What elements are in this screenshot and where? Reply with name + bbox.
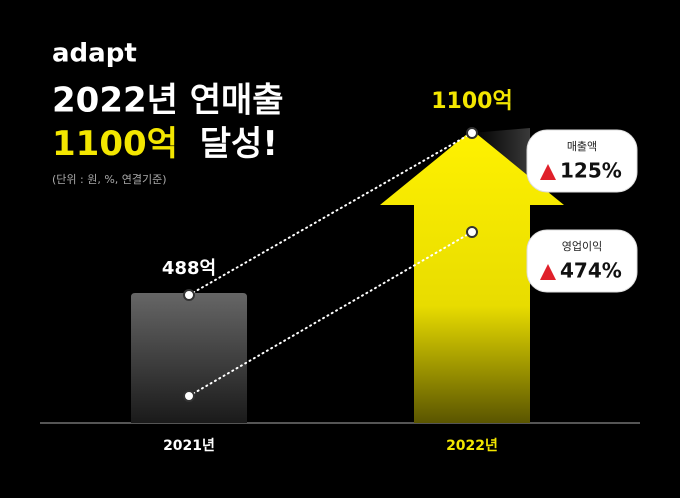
dot	[466, 127, 478, 139]
callout-value: 125%	[560, 159, 622, 183]
logo: adapt	[52, 39, 137, 69]
callout-box	[526, 129, 638, 193]
bar	[131, 293, 247, 423]
headline-rest: 달성!	[200, 124, 278, 164]
connector	[188, 132, 473, 297]
headline: 1100억 달성!	[52, 124, 278, 164]
callout-label: 매출액	[567, 140, 597, 153]
dot	[466, 226, 478, 238]
callout-label: 영업이익	[562, 240, 602, 253]
dot	[183, 289, 195, 302]
arrow-bar	[380, 130, 564, 423]
up-triangle	[540, 264, 556, 280]
x-tick-label: 2022년	[446, 438, 498, 454]
callout-box	[526, 229, 638, 293]
x-tick-label: 2021년	[163, 438, 215, 454]
up-triangle	[540, 164, 556, 180]
value-label: 488억	[162, 258, 216, 279]
unit-note: (단위 : 원, %, 연결기준)	[52, 173, 167, 186]
connector	[188, 231, 473, 397]
dot	[183, 390, 195, 402]
callout-value: 474%	[560, 259, 622, 283]
value-label: 1100억	[431, 89, 512, 114]
chart-title: 2022년 연매출	[52, 81, 284, 121]
headline-highlight: 1100억	[52, 124, 178, 164]
